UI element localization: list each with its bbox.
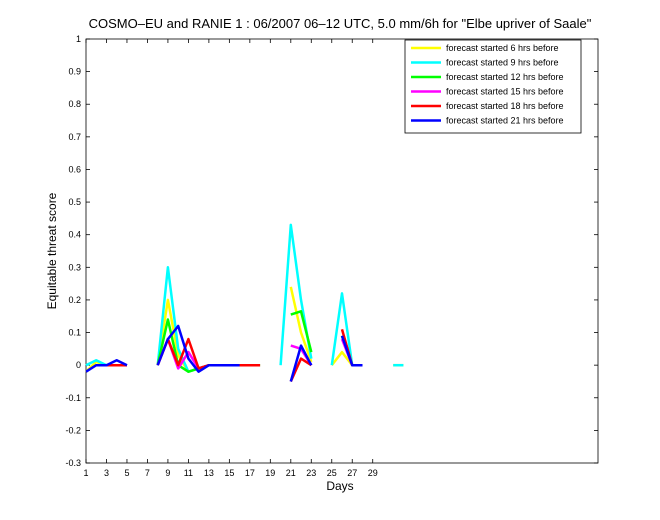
legend-label: forecast started 21 hrs before	[446, 116, 564, 126]
series-line-5	[85, 359, 128, 373]
series-line-0	[289, 286, 313, 363]
legend-label: forecast started 6 hrs before	[446, 43, 559, 53]
x-tick-label: 11	[184, 468, 193, 478]
y-tick-label: 0.2	[68, 295, 81, 305]
legend-label: forecast started 12 hrs before	[446, 72, 564, 82]
y-tick-label: 1	[76, 34, 81, 44]
x-tick-label: 7	[145, 468, 150, 478]
x-tick-label: 27	[347, 468, 357, 478]
y-tick-label: -0.1	[65, 393, 81, 403]
legend-label: forecast started 18 hrs before	[446, 101, 564, 111]
x-tick-label: 21	[286, 468, 296, 478]
series-line-5	[289, 344, 313, 382]
x-tick-label: 15	[224, 468, 234, 478]
y-tick-label: 0.4	[68, 230, 81, 240]
x-tick-label: 9	[165, 468, 170, 478]
x-tick-label: 1	[83, 468, 88, 478]
series-line-5	[340, 335, 363, 367]
x-tick-label: 13	[204, 468, 214, 478]
y-tick-label: 0.9	[68, 67, 81, 77]
legend-label: forecast started 9 hrs before	[446, 58, 559, 68]
x-axis-label: Days	[326, 479, 353, 493]
legend-label: forecast started 15 hrs before	[446, 87, 564, 97]
x-tick-label: 25	[327, 468, 337, 478]
y-tick-label: 0.6	[68, 164, 81, 174]
y-tick-label: 0	[76, 360, 81, 370]
legend-box	[404, 39, 582, 134]
axis-ticks: -0.3 -0.2 -0.1 0 0.1 0.2 0.3 0.4 0.5 0.6 0.7 0.8 0.9…	[65, 34, 598, 478]
x-tick-label: 23	[306, 468, 316, 478]
series-lines	[85, 223, 404, 383]
series-line-5	[156, 324, 240, 373]
series-line-2	[290, 310, 313, 353]
x-tick-label: 19	[265, 468, 275, 478]
x-tick-label: 17	[245, 468, 255, 478]
y-tick-label: -0.3	[65, 458, 81, 468]
y-tick-label: 0.5	[68, 197, 81, 207]
x-tick-label: 29	[368, 468, 378, 478]
y-tick-label: 0.1	[68, 328, 81, 338]
y-tick-label: -0.2	[65, 425, 81, 435]
y-tick-label: 0.7	[68, 132, 81, 142]
y-axis-label: Equitable threat score	[45, 192, 59, 309]
legend: forecast started 6 hrs before forecast st…	[404, 39, 582, 134]
x-tick-label: 5	[124, 468, 129, 478]
x-tick-label: 3	[104, 468, 109, 478]
y-tick-label: 0.3	[68, 262, 81, 272]
chart-title: COSMO–EU and RANIE 1 : 06/2007 06–12 UTC…	[89, 16, 592, 31]
y-tick-label: 0.8	[68, 99, 81, 109]
